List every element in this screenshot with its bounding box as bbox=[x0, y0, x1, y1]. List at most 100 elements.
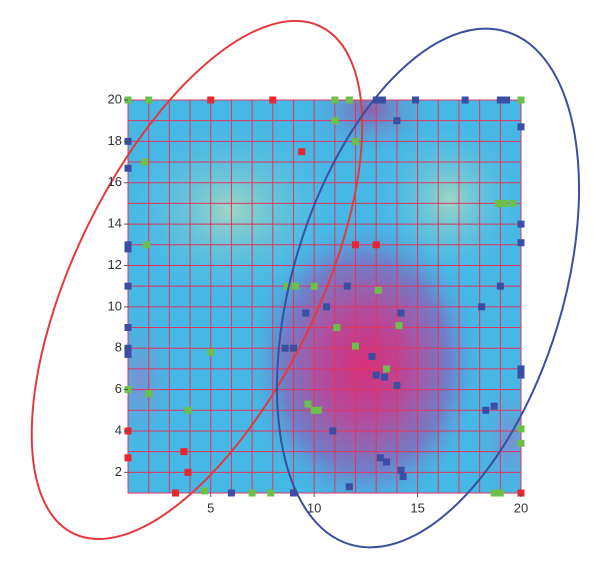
point bbox=[124, 324, 132, 332]
point bbox=[143, 241, 151, 249]
point bbox=[184, 468, 192, 476]
point bbox=[352, 137, 360, 145]
point bbox=[124, 245, 132, 253]
point bbox=[207, 96, 215, 104]
y-tick-label: 2 bbox=[115, 464, 122, 479]
point bbox=[399, 472, 407, 480]
point bbox=[517, 425, 525, 433]
point bbox=[496, 96, 504, 104]
point bbox=[395, 321, 403, 329]
point bbox=[500, 199, 508, 207]
point bbox=[517, 439, 525, 447]
point bbox=[124, 282, 132, 290]
grid bbox=[127, 99, 522, 494]
point bbox=[412, 96, 420, 104]
point bbox=[374, 286, 382, 294]
red-ellipse bbox=[30, 19, 364, 541]
point bbox=[248, 489, 256, 497]
y-tick-label: 16 bbox=[108, 174, 122, 189]
point bbox=[378, 96, 386, 104]
point bbox=[304, 400, 312, 408]
point bbox=[496, 282, 504, 290]
point bbox=[283, 282, 291, 290]
point bbox=[289, 489, 297, 497]
point bbox=[289, 344, 297, 352]
y-tick-label: 14 bbox=[108, 216, 122, 231]
point bbox=[517, 123, 525, 131]
point bbox=[180, 448, 188, 456]
point bbox=[397, 309, 405, 317]
point bbox=[352, 241, 360, 249]
y-tick-label: 4 bbox=[115, 422, 122, 437]
point bbox=[496, 489, 504, 497]
y-tick-label: 12 bbox=[108, 257, 122, 272]
point bbox=[393, 381, 401, 389]
point bbox=[269, 96, 277, 104]
x-tick-label: 20 bbox=[514, 500, 528, 515]
point bbox=[509, 199, 517, 207]
point bbox=[345, 96, 353, 104]
point bbox=[227, 489, 235, 497]
point bbox=[124, 350, 132, 358]
point bbox=[397, 466, 405, 474]
point bbox=[393, 117, 401, 125]
point bbox=[383, 458, 391, 466]
point bbox=[517, 371, 525, 379]
point bbox=[517, 220, 525, 228]
y-tick-label: 18 bbox=[108, 133, 122, 148]
point bbox=[333, 324, 341, 332]
point bbox=[490, 402, 498, 410]
point bbox=[124, 164, 132, 172]
point bbox=[368, 352, 376, 360]
point bbox=[331, 96, 339, 104]
point bbox=[380, 373, 388, 381]
point bbox=[383, 365, 391, 373]
point bbox=[124, 241, 132, 249]
y-tick-label: 6 bbox=[115, 381, 122, 396]
point bbox=[345, 483, 353, 491]
point bbox=[207, 348, 215, 356]
point bbox=[372, 96, 380, 104]
point bbox=[281, 344, 289, 352]
point bbox=[372, 241, 380, 249]
point bbox=[372, 371, 380, 379]
point bbox=[331, 117, 339, 125]
point bbox=[343, 282, 351, 290]
point bbox=[124, 454, 132, 462]
point bbox=[482, 406, 490, 414]
contour-background bbox=[128, 100, 521, 493]
point bbox=[302, 309, 310, 317]
point bbox=[376, 454, 384, 462]
x-tick-label: 15 bbox=[410, 500, 424, 515]
point bbox=[184, 406, 192, 414]
point bbox=[490, 489, 498, 497]
point bbox=[329, 427, 337, 435]
point bbox=[145, 96, 153, 104]
point bbox=[494, 199, 502, 207]
blue-ellipse bbox=[275, 27, 581, 549]
y-tick-label: 20 bbox=[108, 91, 122, 106]
point bbox=[292, 282, 300, 290]
x-tick-label: 10 bbox=[307, 500, 321, 515]
point bbox=[478, 303, 486, 311]
point bbox=[267, 489, 275, 497]
y-tick-label: 10 bbox=[108, 298, 122, 313]
point bbox=[461, 96, 469, 104]
x-tick-label: 5 bbox=[207, 500, 214, 515]
point bbox=[310, 282, 318, 290]
point bbox=[352, 342, 360, 350]
point bbox=[310, 406, 318, 414]
point bbox=[314, 406, 322, 414]
point bbox=[517, 239, 525, 247]
point bbox=[517, 365, 525, 373]
point bbox=[201, 487, 209, 495]
point bbox=[517, 96, 525, 104]
point bbox=[145, 390, 153, 398]
point bbox=[323, 303, 331, 311]
point bbox=[172, 489, 180, 497]
point bbox=[298, 148, 306, 156]
point bbox=[503, 96, 511, 104]
y-tick-label: 8 bbox=[115, 340, 122, 355]
point bbox=[141, 158, 149, 166]
